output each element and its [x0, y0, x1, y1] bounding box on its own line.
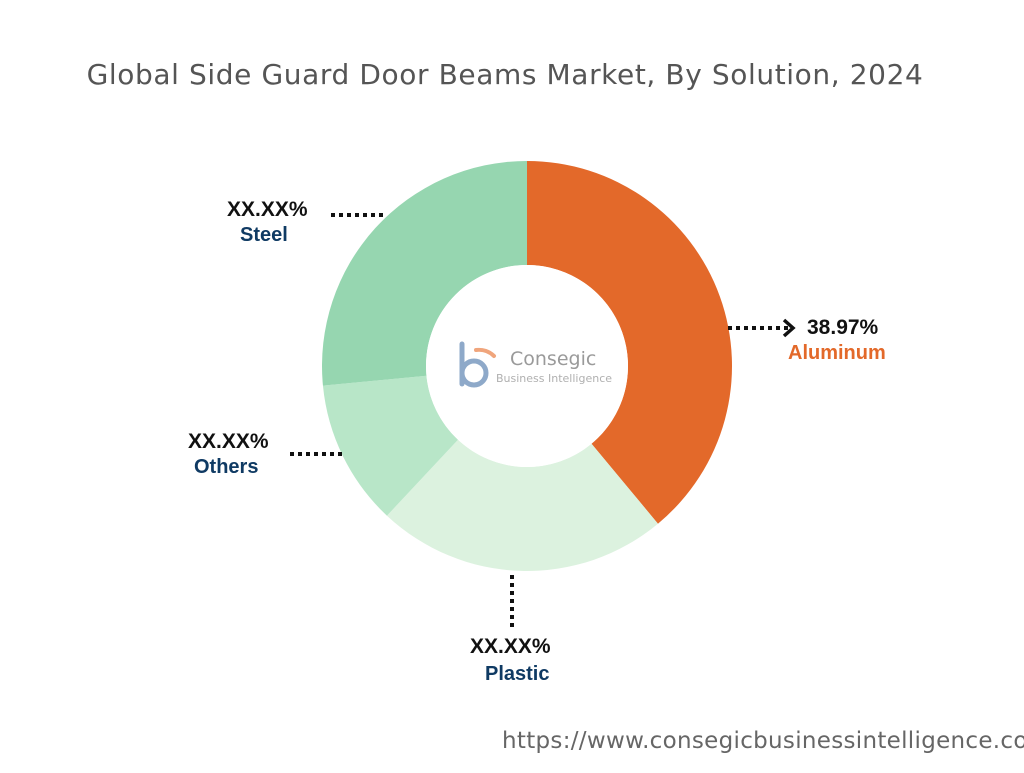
label-aluminum-name: Aluminum: [788, 342, 886, 364]
source-url: https://www.consegicbusinessintelligence…: [502, 728, 1024, 754]
label-steel-value: XX.XX%: [227, 198, 308, 221]
label-plastic-name: Plastic: [485, 663, 550, 685]
slice-others: [322, 375, 458, 516]
slice-steel: [322, 161, 527, 386]
logo-name: Consegic: [510, 348, 597, 370]
donut-slices: [322, 161, 732, 571]
label-aluminum-value: 38.97%: [807, 316, 879, 339]
logo-tagline: Business Intelligence: [496, 372, 613, 385]
leader-lines: [290, 213, 796, 630]
label-others-name: Others: [194, 456, 259, 478]
arrow-head-aluminum: [782, 318, 796, 338]
label-plastic-value: XX.XX%: [470, 635, 551, 658]
label-steel-name: Steel: [240, 224, 288, 246]
slice-aluminum: [527, 161, 732, 524]
consegic-logo-mark: [459, 341, 496, 388]
donut-hole: [426, 265, 628, 467]
consegic-logo: Consegic Business Intelligence: [444, 338, 614, 398]
chart-title: Global Side Guard Door Beams Market, By …: [86, 58, 924, 91]
slice-plastic: [386, 439, 658, 571]
label-others-value: XX.XX%: [188, 430, 269, 453]
